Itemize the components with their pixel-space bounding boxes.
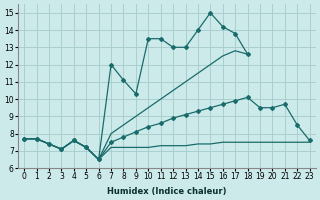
X-axis label: Humidex (Indice chaleur): Humidex (Indice chaleur) — [107, 187, 227, 196]
